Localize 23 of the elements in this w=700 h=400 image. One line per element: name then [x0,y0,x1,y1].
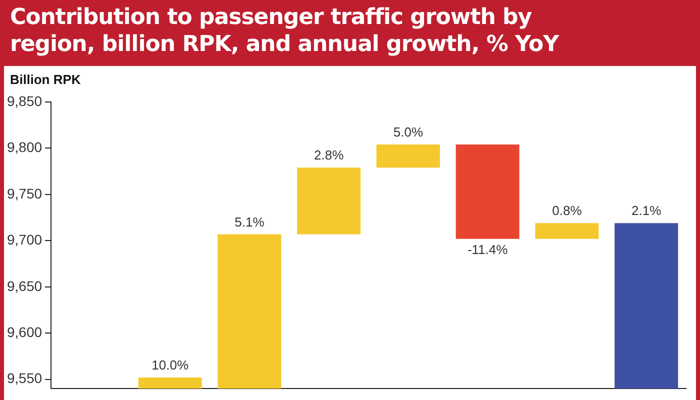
annotation: 5.0% [393,124,424,140]
annotation: -11.4% [467,242,508,257]
y-tick-label: 9,850 [6,92,42,109]
bar [535,223,599,239]
annotation: 10.0% [152,358,189,373]
chart-title: Contribution to passenger traffic growth by region, billion RPK, and annual growth, % YoY [10,4,560,58]
y-tick-label: 9,550 [6,370,42,386]
bar [614,223,678,389]
y-tick-label: 9,700 [6,232,42,248]
y-tick-label: 9,650 [6,278,42,294]
annotation: 5.1% [234,214,265,230]
annotation: 2.8% [314,148,344,163]
annotation: 2.1% [631,203,662,218]
bar [297,168,361,234]
annotation: 0.8% [552,203,582,218]
y-axis-title: Billion RPK [10,72,81,87]
bar [456,144,520,239]
y-tick-label: 9,600 [6,324,42,340]
y-tick-label: 9,750 [6,185,42,202]
bar [376,144,440,168]
y-tick-label: 9,800 [6,139,42,156]
bar [218,234,282,389]
bar [138,378,202,389]
